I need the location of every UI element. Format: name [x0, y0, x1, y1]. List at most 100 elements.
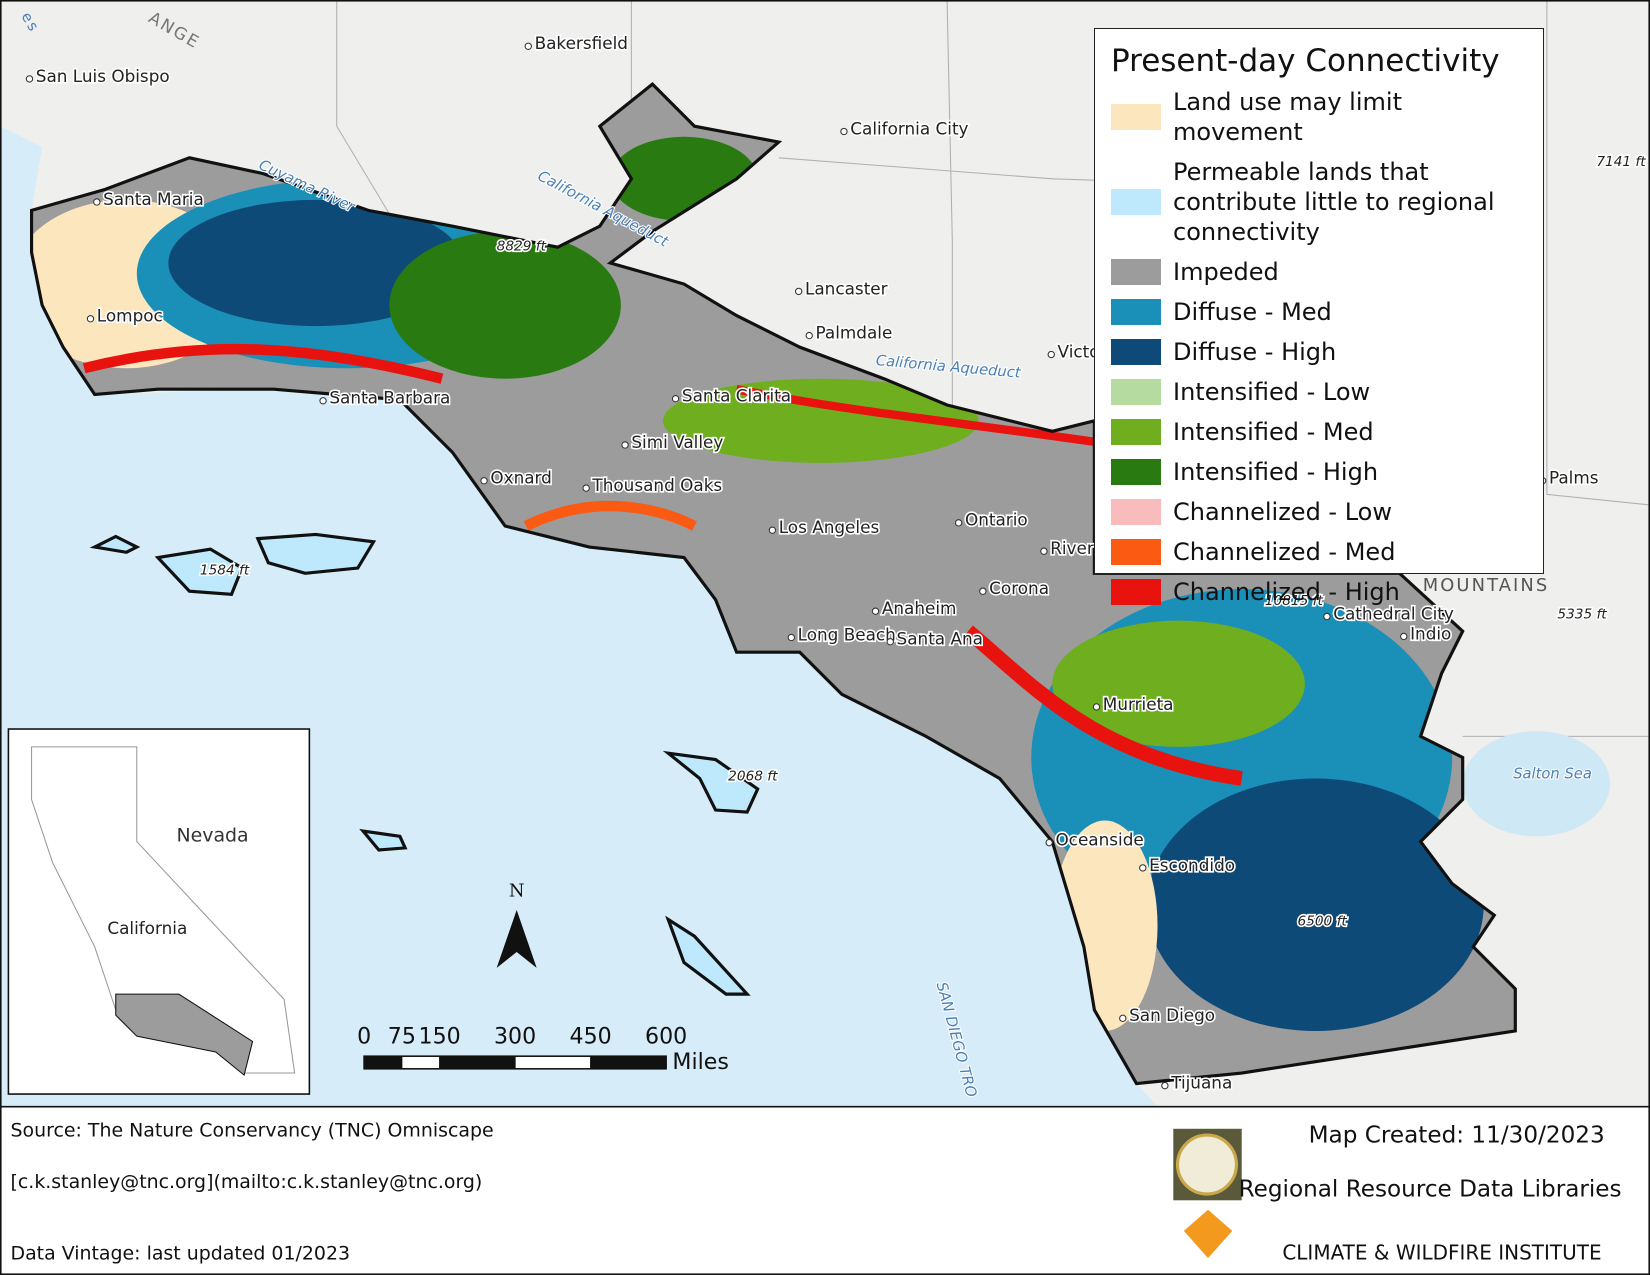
legend: Present-day Connectivity Land use may li… — [1094, 28, 1544, 606]
place-dot — [1323, 612, 1331, 621]
elevation-label: 2068 ft — [728, 769, 778, 785]
place-label: San Luis Obispo — [36, 66, 170, 86]
legend-label: Intensified - Med — [1173, 418, 1374, 446]
place-dot — [840, 127, 848, 136]
place-label: Bakersfield — [535, 33, 628, 53]
legend-label: Permeable lands that contribute little t… — [1173, 158, 1495, 246]
legend-item: Channelized - Low — [1111, 497, 1527, 527]
legend-item: Diffuse - Med — [1111, 297, 1527, 327]
elevation-label: 5335 ft — [1557, 607, 1607, 623]
legend-item: Channelized - Med — [1111, 537, 1527, 567]
place-dot — [1119, 1014, 1127, 1022]
legend-item: Intensified - Med — [1111, 417, 1527, 447]
elevation-label: 10815 ft — [1265, 593, 1324, 609]
place-label: Oxnard — [490, 468, 552, 488]
elevation-label: 1584 ft — [200, 562, 250, 578]
place-dot — [524, 42, 532, 50]
water-label: Salton Sea — [1513, 765, 1592, 782]
place-dot — [795, 287, 803, 296]
legend-item: Intensified - High — [1111, 457, 1527, 487]
place-label: Simi Valley — [631, 432, 723, 452]
place-label: Palmdale — [816, 322, 893, 342]
legend-item: Permeable lands that contribute little t… — [1111, 157, 1527, 247]
legend-swatch — [1111, 299, 1161, 325]
footer-text: Data Vintage: last updated 01/2023 — [11, 1242, 351, 1264]
place-label: Corona — [989, 578, 1049, 598]
legend-swatch — [1111, 189, 1161, 215]
place-dot — [1040, 547, 1048, 555]
place-dot — [954, 519, 963, 527]
legend-label: Diffuse - High — [1173, 338, 1337, 366]
place-dot — [582, 484, 590, 492]
place-label: Cathedral City — [1333, 603, 1454, 623]
place-dot — [1092, 703, 1101, 711]
legend-swatch — [1111, 459, 1161, 485]
inset-label: California — [107, 918, 187, 938]
place-dot — [1161, 1081, 1169, 1090]
place-dot — [86, 315, 95, 323]
place-label: Santa Ana — [897, 629, 983, 649]
place-dot — [768, 526, 777, 534]
place-dot — [621, 441, 629, 449]
elevation-label: 8829 ft — [497, 238, 547, 254]
place-label: Thousand Oaks — [591, 475, 722, 495]
legend-label: Land use may limit movement — [1173, 88, 1402, 146]
place-dot — [787, 633, 796, 642]
scale-bar-segment — [590, 1056, 667, 1069]
elevation-label: 6500 ft — [1297, 914, 1347, 930]
place-label: Tijuana — [1170, 1073, 1232, 1093]
legend-label: Impeded — [1173, 258, 1279, 286]
place-dot — [805, 331, 813, 340]
legend-items: Land use may limit movement Permeable lan… — [1111, 87, 1527, 607]
legend-item: Diffuse - High — [1111, 337, 1527, 367]
footer-text: CLIMATE & WILDFIRE INSTITUTE — [1282, 1240, 1601, 1264]
legend-label: Channelized - Low — [1173, 498, 1392, 526]
place-label: River — [1050, 538, 1094, 558]
place-label: Palms — [1549, 468, 1599, 488]
legend-item: Impeded — [1111, 257, 1527, 287]
legend-swatch — [1111, 379, 1161, 405]
inset-map — [7, 728, 311, 1095]
legend-item: Intensified - Low — [1111, 377, 1527, 407]
scale-bar-label: 75 — [388, 1024, 416, 1050]
place-label: Long Beach — [798, 624, 896, 644]
place-dot — [979, 587, 987, 595]
place-label: Ontario — [965, 510, 1028, 530]
islands — [89, 532, 760, 996]
legend-swatch — [1111, 539, 1161, 565]
place-label: Santa Maria — [103, 189, 204, 209]
region-outline — [29, 82, 1517, 1086]
logo — [1173, 1128, 1242, 1259]
place-label: Los Angeles — [779, 517, 880, 537]
place-label: Escondido — [1149, 855, 1235, 875]
salton-sea — [1462, 731, 1611, 837]
scale-bar-label: 600 — [645, 1024, 687, 1050]
legend-label: Diffuse - Med — [1173, 298, 1332, 326]
place-label: Lancaster — [805, 278, 888, 298]
scale-bar-unit: Miles — [672, 1049, 728, 1075]
place-label: Murrieta — [1103, 694, 1174, 714]
legend-swatch — [1111, 579, 1161, 605]
place-label: California City — [850, 118, 968, 138]
legend-swatch — [1111, 419, 1161, 445]
place-dot — [671, 395, 680, 403]
legend-item: Channelized - High — [1111, 577, 1527, 607]
place-dot — [886, 638, 894, 646]
place-dot — [1045, 838, 1053, 847]
legend-item: Land use may limit movement — [1111, 87, 1527, 147]
place-label: Lompoc — [97, 306, 163, 326]
place-dot — [480, 477, 488, 485]
elevation-label: 7141 ft — [1596, 154, 1646, 170]
legend-label: Intensified - High — [1173, 458, 1379, 486]
place-dot — [1139, 864, 1147, 872]
place-label: Victo — [1058, 341, 1100, 361]
scale-bar-label: 300 — [494, 1024, 536, 1050]
legend-swatch — [1111, 499, 1161, 525]
legend-swatch — [1111, 259, 1161, 285]
place-label: Santa Clarita — [682, 386, 791, 406]
place-label: Anaheim — [882, 598, 957, 618]
place-dot — [25, 75, 34, 83]
